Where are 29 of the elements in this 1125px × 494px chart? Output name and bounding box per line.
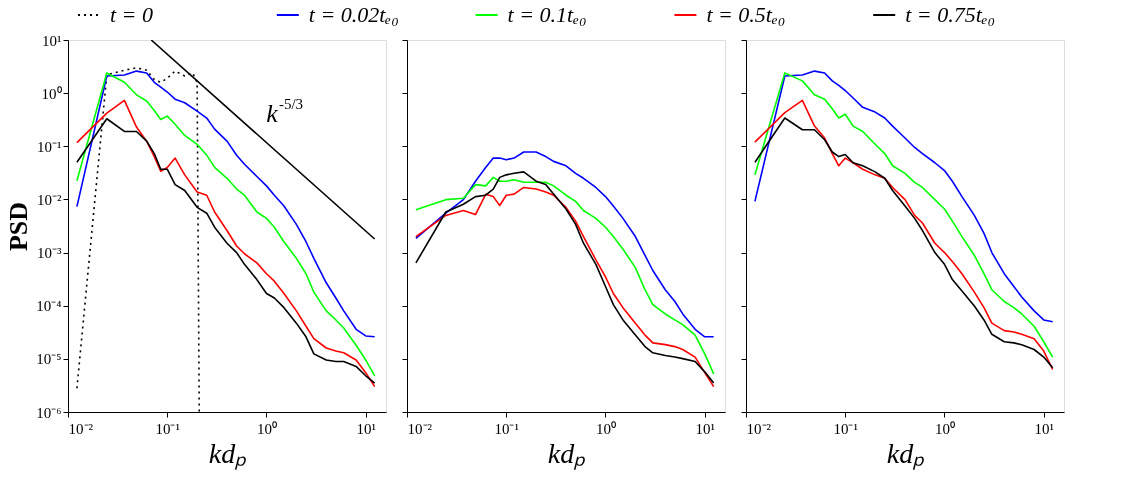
x-tick-label: 10⁻¹ bbox=[833, 420, 858, 437]
x-tick-label: 10⁻² bbox=[68, 420, 94, 437]
y-tick-label: 10¹ bbox=[42, 32, 62, 49]
x-tick-label: 10¹ bbox=[356, 420, 376, 437]
x-axis-title: kdₚ bbox=[208, 437, 248, 470]
y-tick-label: 10⁻³ bbox=[37, 245, 62, 262]
legend-label: t = 0.1tₑ₀ bbox=[507, 2, 587, 27]
y-tick-label: 10⁻⁶ bbox=[36, 404, 62, 421]
y-tick-label: 10⁻⁵ bbox=[36, 351, 62, 368]
legend-label: t = 0.75tₑ₀ bbox=[905, 2, 996, 27]
x-tick-label: 10¹ bbox=[695, 420, 715, 437]
legend-label: t = 0.02tₑ₀ bbox=[308, 2, 399, 27]
x-tick-label: 10¹ bbox=[1034, 420, 1054, 437]
x-tick-label: 10⁻¹ bbox=[155, 420, 180, 437]
x-tick-label: 10⁰ bbox=[256, 420, 277, 437]
x-tick-label: 10⁻² bbox=[407, 420, 433, 437]
y-tick-label: 10⁻¹ bbox=[37, 138, 62, 155]
legend-label: t = 0 bbox=[110, 2, 153, 27]
x-tick-label: 10⁰ bbox=[595, 420, 616, 437]
y-tick-label: 10⁻⁴ bbox=[36, 298, 62, 315]
x-tick-label: 10⁰ bbox=[934, 420, 955, 437]
y-tick-label: 10⁰ bbox=[41, 85, 62, 102]
legend-label: t = 0.5tₑ₀ bbox=[706, 2, 786, 27]
x-tick-label: 10⁻² bbox=[746, 420, 772, 437]
x-axis-title: kdₚ bbox=[886, 437, 926, 470]
x-axis-title: kdₚ bbox=[547, 437, 587, 470]
y-axis-title: PSD bbox=[4, 201, 34, 252]
y-tick-label: 10⁻² bbox=[37, 191, 62, 208]
x-tick-label: 10⁻¹ bbox=[494, 420, 519, 437]
